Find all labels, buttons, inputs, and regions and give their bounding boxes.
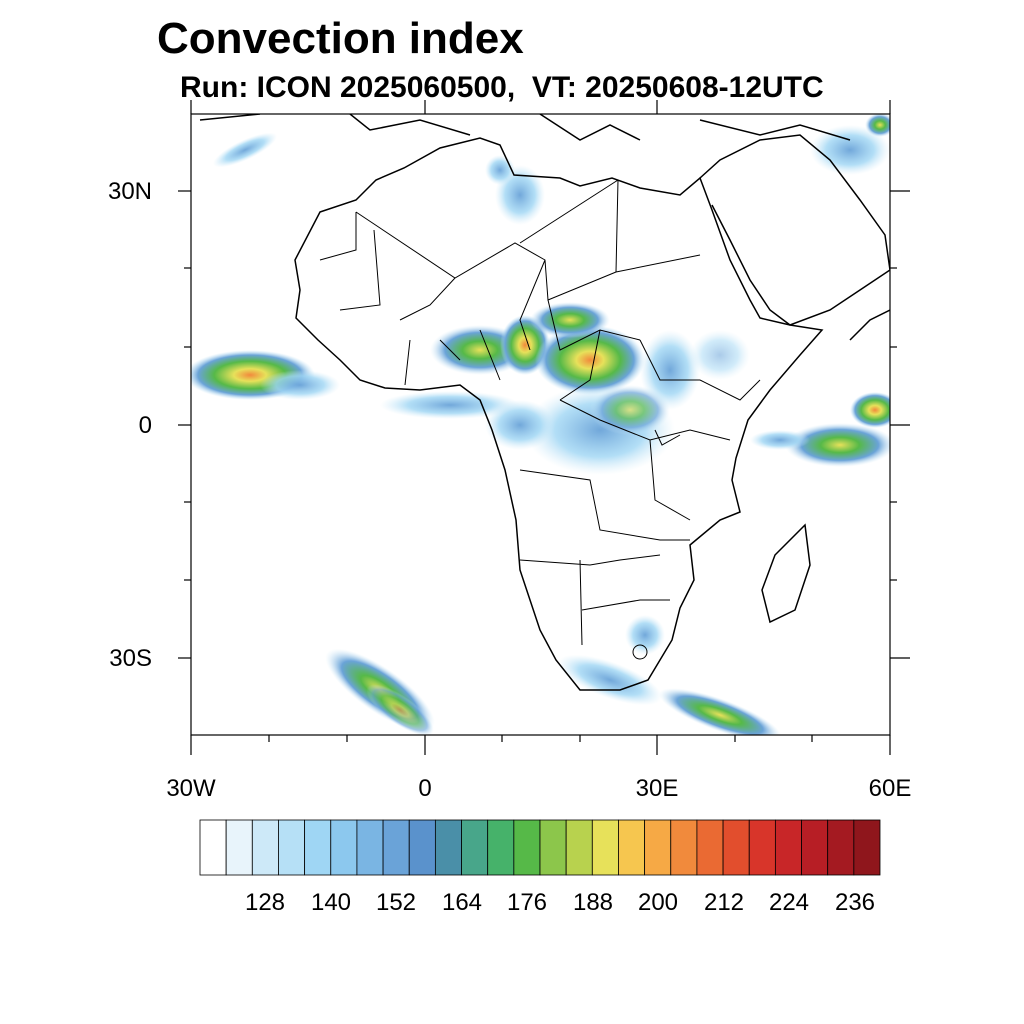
colorbar-box-8 bbox=[408, 819, 436, 876]
country-borders bbox=[319, 179, 761, 660]
colorbar-box-21 bbox=[748, 819, 776, 876]
colorbar-box-15 bbox=[591, 819, 619, 876]
colorbar-label-236: 236 bbox=[834, 889, 876, 916]
colorbar-box-3 bbox=[278, 819, 306, 876]
convection-south-africa bbox=[557, 654, 663, 706]
convection-chad-car bbox=[535, 325, 645, 395]
colorbar-label-176: 176 bbox=[506, 889, 548, 916]
colorbar bbox=[199, 819, 881, 876]
europe-coastline bbox=[199, 114, 851, 141]
colorbar-box-22 bbox=[774, 819, 802, 876]
colorbar-label-188: 188 bbox=[572, 889, 614, 916]
colorbar-label-200: 200 bbox=[637, 889, 679, 916]
convection-indian-ocean bbox=[785, 423, 890, 467]
convection-field bbox=[191, 114, 890, 735]
colorbar-box-23 bbox=[801, 819, 829, 876]
chart-title: Convection index bbox=[157, 14, 524, 63]
lat-label-0: 0 bbox=[138, 412, 152, 439]
colorbar-label-224: 224 bbox=[768, 889, 810, 916]
colorbar-label-140: 140 bbox=[310, 889, 352, 916]
colorbar-box-14 bbox=[565, 819, 593, 876]
colorbar-box-9 bbox=[434, 819, 462, 876]
colorbar-box-11 bbox=[487, 819, 515, 876]
lon-label-30e: 30E bbox=[635, 775, 679, 802]
lon-label-30w: 30W bbox=[166, 775, 216, 802]
map-ticks bbox=[178, 100, 910, 755]
lon-label-60e: 60E bbox=[868, 775, 912, 802]
colorbar-box-20 bbox=[722, 819, 750, 876]
africa-coastline bbox=[294, 137, 824, 691]
colorbar-box-5 bbox=[330, 819, 358, 876]
colorbar-label-212: 212 bbox=[703, 889, 745, 916]
colorbar-box-12 bbox=[513, 819, 541, 876]
lat-label-30s: 30S bbox=[109, 645, 152, 672]
colorbar-label-164: 164 bbox=[441, 889, 483, 916]
colorbar-box-4 bbox=[304, 819, 332, 876]
madagascar-coastline bbox=[761, 523, 811, 624]
lon-label-0: 0 bbox=[418, 775, 432, 802]
chart-subtitle: Run: ICON 2025060500, VT: 20250608-12UTC bbox=[180, 71, 824, 104]
colorbar-box-2 bbox=[251, 819, 279, 876]
colorbar-box-17 bbox=[644, 819, 672, 876]
colorbar-label-152: 152 bbox=[375, 889, 417, 916]
colorbar-box-7 bbox=[382, 819, 410, 876]
colorbar-box-6 bbox=[356, 819, 384, 876]
colorbar-box-1 bbox=[225, 819, 253, 876]
colorbar-box-0 bbox=[199, 819, 227, 876]
colorbar-label-128: 128 bbox=[244, 889, 286, 916]
colorbar-box-25 bbox=[853, 819, 881, 876]
arabia-coastline bbox=[699, 134, 890, 326]
lat-label-30n: 30N bbox=[107, 178, 152, 205]
colorbar-box-13 bbox=[539, 819, 567, 876]
convection-east-africa bbox=[640, 330, 700, 410]
colorbar-box-10 bbox=[461, 819, 489, 876]
colorbar-box-24 bbox=[827, 819, 855, 876]
colorbar-box-18 bbox=[670, 819, 698, 876]
colorbar-box-16 bbox=[618, 819, 646, 876]
colorbar-box-19 bbox=[696, 819, 724, 876]
coastlines bbox=[199, 114, 890, 691]
